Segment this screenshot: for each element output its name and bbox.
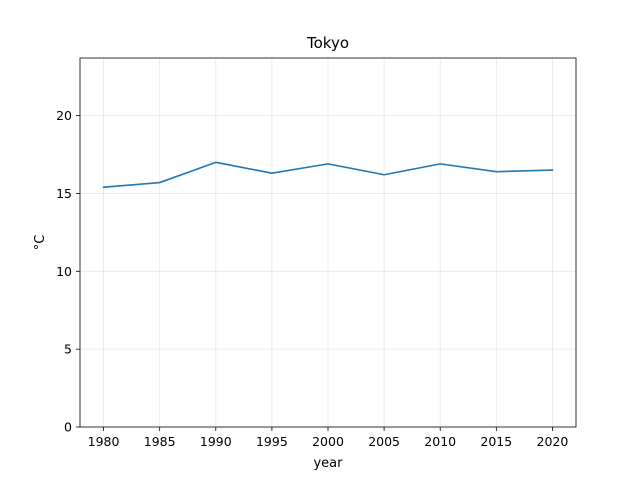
y-tick-label: 5 <box>64 342 72 357</box>
y-tick-label: 15 <box>56 186 72 201</box>
x-tick-label: 1995 <box>256 434 288 449</box>
x-tick-label: 2020 <box>537 434 569 449</box>
grid <box>80 58 576 428</box>
x-tick-label: 2000 <box>312 434 344 449</box>
x-tick-label: 2005 <box>368 434 400 449</box>
series-layer <box>102 161 554 189</box>
x-tick-label: 1990 <box>200 434 232 449</box>
x-tick-label: 2010 <box>424 434 456 449</box>
chart-title: Tokyo <box>306 34 349 52</box>
y-tick-label: 0 <box>64 420 72 435</box>
y-axis-title: °C <box>33 235 48 251</box>
y-axis-ticks: 0 5 10 15 20 <box>56 108 80 435</box>
y-tick-label: 20 <box>56 108 72 123</box>
series-line-tokyo <box>102 161 554 189</box>
x-axis-title: year <box>313 456 343 471</box>
x-axis-ticks: 1980 1985 1990 1995 2000 2005 2010 2015 2020 <box>88 427 569 449</box>
x-tick-label: 1985 <box>144 434 176 449</box>
x-tick-label: 2015 <box>480 434 512 449</box>
y-tick-label: 10 <box>56 264 72 279</box>
x-tick-label: 1980 <box>88 434 120 449</box>
